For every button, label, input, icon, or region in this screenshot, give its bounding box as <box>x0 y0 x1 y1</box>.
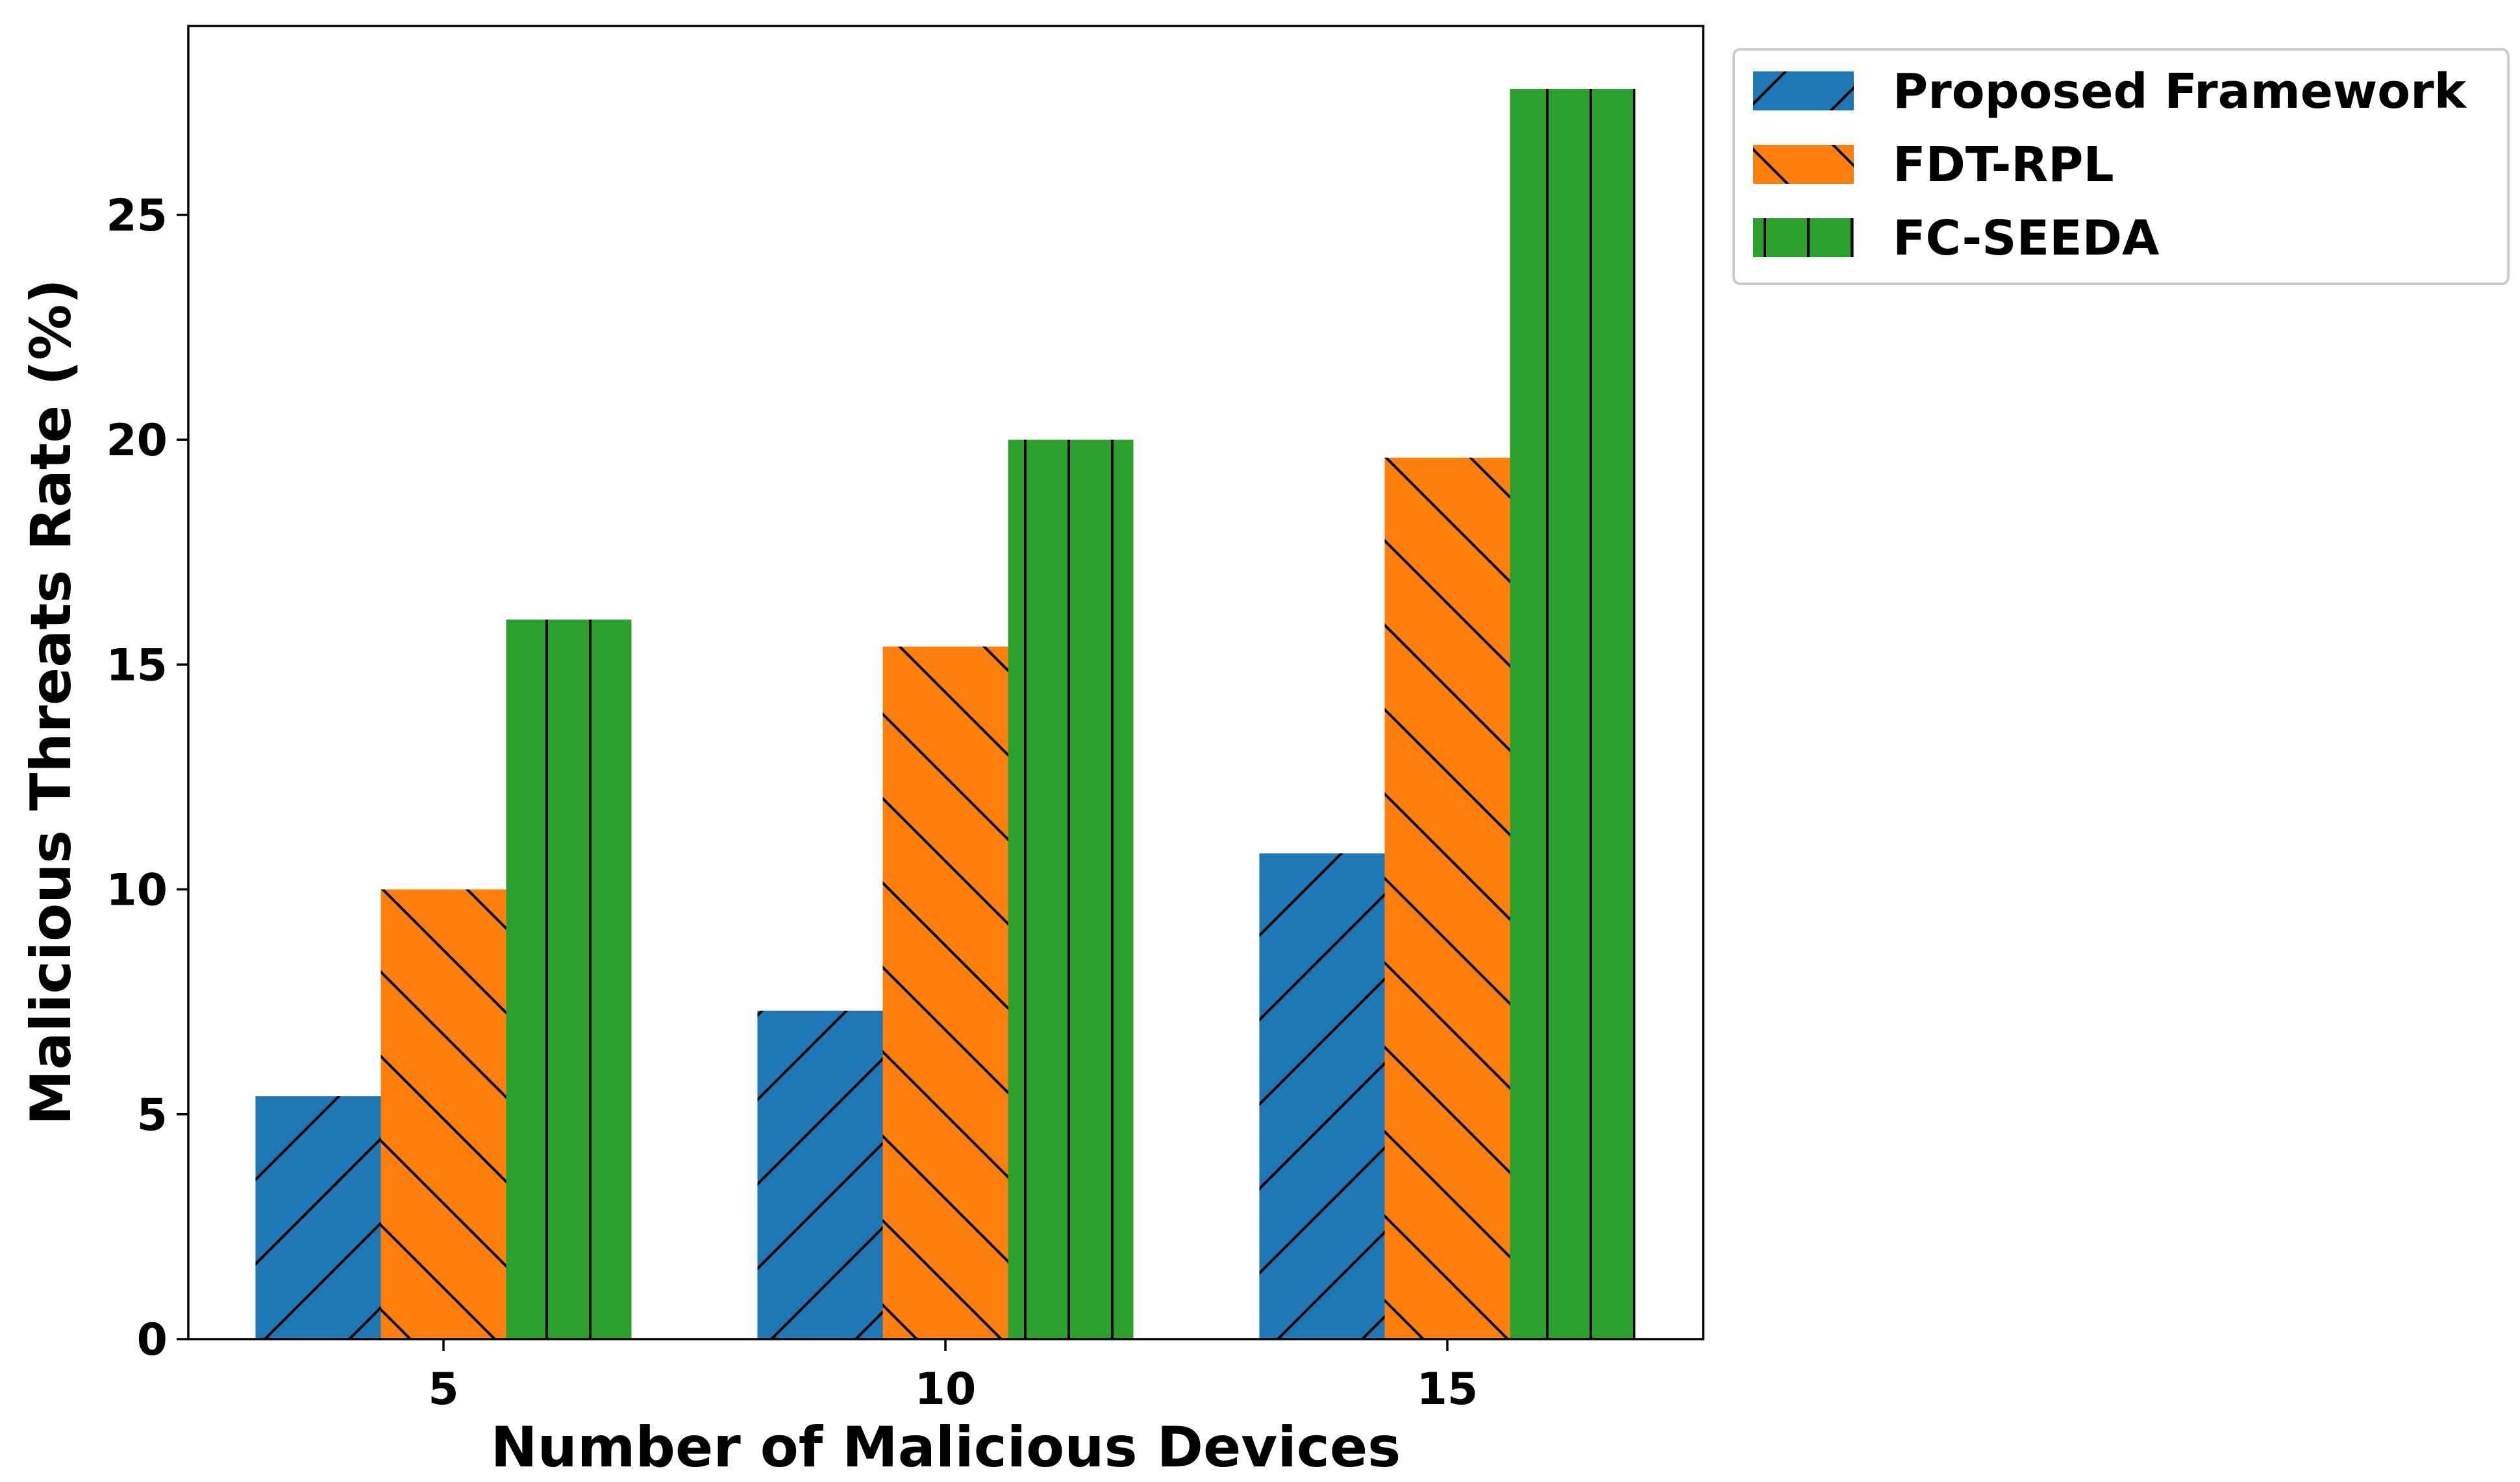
bar-fdt-rpl-5 <box>380 889 506 1339</box>
bar-proposed-framework-15 <box>1259 853 1385 1339</box>
legend-item-fc-seeda: FC-SEEDA <box>1753 210 2159 266</box>
legend: Proposed Framework FDT-RPL FC-SEEDA <box>1732 48 2510 285</box>
x-axis-label: Number of Malicious Devices <box>491 1415 1401 1480</box>
y-axis: 0 5 10 15 20 25 <box>106 190 188 1366</box>
bar-proposed-framework-5 <box>255 1096 381 1339</box>
bars <box>255 88 1636 1340</box>
x-tick-label: 10 <box>915 1364 977 1415</box>
y-tick-label: 0 <box>137 1314 168 1366</box>
y-axis-label: Malicious Threats Rate (%) <box>19 279 84 1125</box>
y-tick-label: 15 <box>106 640 168 691</box>
bar-fdt-rpl-15 <box>1384 457 1510 1340</box>
legend-item-proposed-framework: Proposed Framework <box>1753 64 2467 119</box>
bar-fc-seeda-5 <box>506 620 632 1339</box>
legend-label: Proposed Framework <box>1893 64 2467 119</box>
bar-fdt-rpl-10 <box>882 646 1008 1339</box>
y-tick-label: 20 <box>106 415 168 466</box>
x-tick-label: 5 <box>428 1364 458 1415</box>
x-axis: 5 10 15 <box>428 1339 1478 1415</box>
bar-fc-seeda-10 <box>1008 440 1134 1339</box>
bar-fc-seeda-15 <box>1510 88 1636 1340</box>
y-tick-label: 25 <box>106 190 168 242</box>
legend-item-fdt-rpl: FDT-RPL <box>1753 137 2114 193</box>
x-tick-label: 15 <box>1417 1364 1478 1415</box>
y-tick-label: 5 <box>137 1090 168 1141</box>
bar-proposed-framework-10 <box>757 1011 883 1339</box>
legend-label: FDT-RPL <box>1893 137 2114 193</box>
y-tick-label: 10 <box>106 865 168 916</box>
legend-box <box>1732 48 2510 285</box>
legend-label: FC-SEEDA <box>1893 210 2159 266</box>
